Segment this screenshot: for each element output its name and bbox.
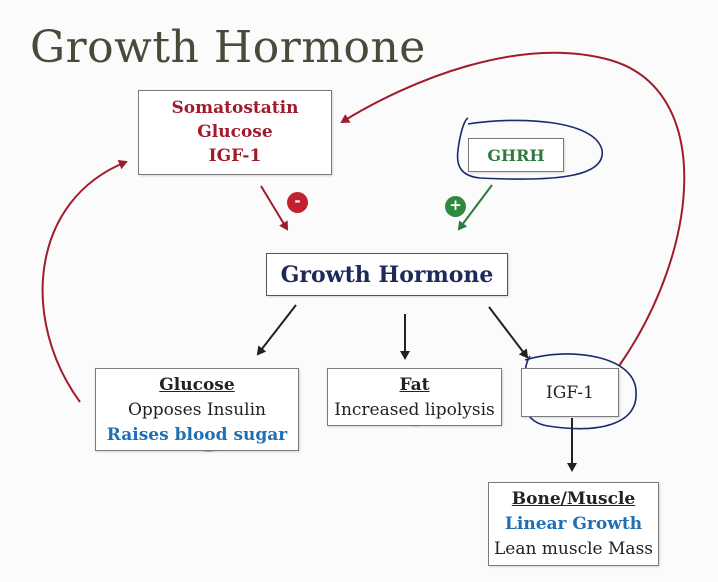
- glucose-feedback-arrow: [41, 159, 128, 403]
- inhibit-arrow: [260, 185, 289, 231]
- ghrh-label: GHRH: [487, 146, 545, 165]
- glucose-inhibitor-label: Glucose: [197, 122, 273, 142]
- glucose-effect-box: Glucose Opposes Insulin Raises blood sug…: [95, 368, 299, 451]
- bone-muscle-heading: Bone/Muscle: [511, 489, 636, 509]
- gh-to-igf-arrow: [488, 306, 529, 359]
- growth-hormone-label: Growth Hormone: [280, 262, 494, 288]
- lean-muscle-text: Lean muscle Mass: [493, 539, 654, 559]
- fat-heading: Fat: [399, 375, 430, 395]
- linear-growth-text: Linear Growth: [504, 514, 643, 534]
- gh-to-glucose-arrow: [256, 304, 297, 356]
- fat-effect-box: Fat Increased lipolysis: [327, 368, 502, 426]
- igf-label: IGF-1: [546, 383, 594, 403]
- lipolysis-text: Increased lipolysis: [334, 400, 495, 420]
- igf-inhibitor-label: IGF-1: [208, 146, 262, 166]
- raises-blood-sugar-text: Raises blood sugar: [106, 425, 288, 445]
- somatostatin-label: Somatostatin: [171, 98, 299, 118]
- ghrh-box: GHRH: [468, 138, 564, 172]
- minus-sign-icon: -: [287, 192, 308, 213]
- opposes-insulin-text: Opposes Insulin: [127, 400, 266, 420]
- plus-sign-icon: +: [445, 196, 466, 217]
- bone-muscle-box: Bone/Muscle Linear Growth Lean muscle Ma…: [488, 482, 659, 566]
- inhibitors-box: Somatostatin Glucose IGF-1: [138, 90, 332, 175]
- slide-title: Growth Hormone: [30, 22, 426, 73]
- growth-hormone-box: Growth Hormone: [266, 253, 508, 296]
- glucose-heading: Glucose: [159, 375, 235, 395]
- igf-feedback-arrow: [340, 51, 686, 367]
- igf-box: IGF-1: [521, 368, 619, 417]
